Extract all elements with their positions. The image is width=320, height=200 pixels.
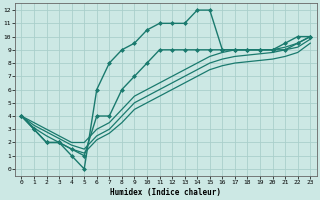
X-axis label: Humidex (Indice chaleur): Humidex (Indice chaleur)	[110, 188, 221, 197]
